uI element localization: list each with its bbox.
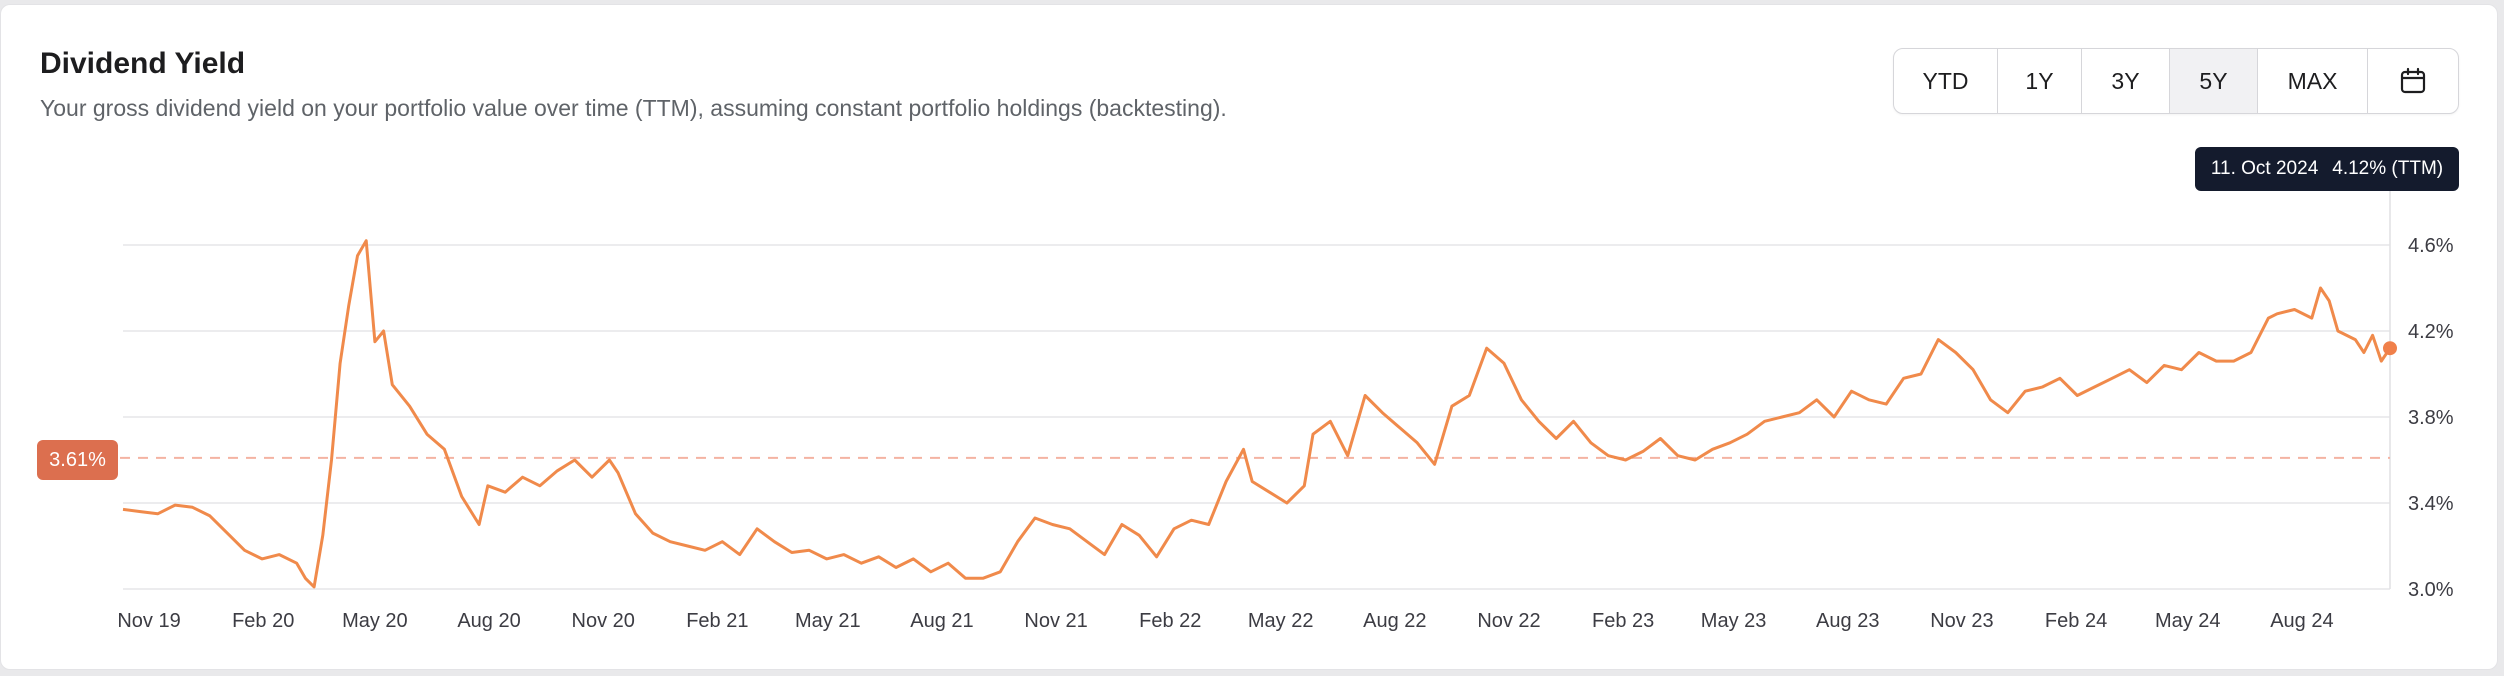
x-tick-label: May 21 (795, 610, 861, 632)
dividend-yield-card: Dividend Yield Your gross dividend yield… (0, 4, 2498, 670)
range-button-ytd[interactable]: YTD (1894, 49, 1998, 113)
hover-tooltip: 11. Oct 2024 4.12% (TTM) (2195, 147, 2459, 191)
calendar-icon (2400, 67, 2426, 94)
x-tick-label: Nov 20 (572, 610, 635, 632)
last-data-point[interactable] (2383, 341, 2397, 356)
x-tick-label: Feb 21 (686, 610, 748, 632)
x-axis-ticks: Nov 19 Feb 20 May 20 Aug 20 Nov 20 Feb 21 May … (117, 610, 2333, 632)
x-tick-label: Nov 22 (1477, 610, 1540, 632)
x-tick-label: Nov 21 (1024, 610, 1087, 632)
y-tick-label: 3.0% (2408, 579, 2454, 601)
x-tick-label: May 23 (1701, 610, 1767, 632)
x-tick-label: Aug 24 (2270, 610, 2333, 632)
calendar-button[interactable] (2368, 49, 2458, 113)
y-tick-label: 4.6% (2408, 235, 2454, 257)
y-axis-ticks: 3.0% 3.4% 3.8% 4.2% 4.6% (2408, 235, 2454, 601)
range-button-1y[interactable]: 1Y (1998, 49, 2082, 113)
range-button-max[interactable]: MAX (2258, 49, 2368, 113)
x-tick-label: May 22 (1248, 610, 1314, 632)
grid-lines (123, 244, 2390, 590)
y-tick-label: 4.2% (2408, 321, 2454, 343)
x-tick-label: Feb 22 (1139, 610, 1201, 632)
tooltip-value: 4.12% (TTM) (2332, 158, 2444, 179)
range-button-3y[interactable]: 3Y (2082, 49, 2170, 113)
x-tick-label: Aug 20 (457, 610, 520, 632)
page-title: Dividend Yield (40, 47, 246, 80)
x-tick-label: May 20 (342, 610, 408, 632)
y-tick-label: 3.8% (2408, 407, 2454, 429)
x-tick-label: May 24 (2155, 610, 2221, 632)
x-tick-label: Feb 23 (1592, 610, 1654, 632)
time-range-selector: YTD 1Y 3Y 5Y MAX (1893, 48, 2459, 114)
page-subtitle: Your gross dividend yield on your portfo… (40, 95, 1227, 121)
y-tick-label: 3.4% (2408, 493, 2454, 515)
x-tick-label: Aug 21 (910, 610, 973, 632)
x-tick-label: Nov 23 (1930, 610, 1993, 632)
x-tick-label: Feb 24 (2045, 610, 2107, 632)
x-tick-label: Aug 23 (1816, 610, 1879, 632)
x-tick-label: Feb 20 (232, 610, 294, 632)
x-tick-label: Aug 22 (1363, 610, 1426, 632)
range-button-5y[interactable]: 5Y (2170, 49, 2258, 113)
series-line-dividend-yield (122, 239, 2392, 589)
average-badge: 3.61% (37, 440, 118, 480)
tooltip-date: 11. Oct 2024 (2210, 158, 2319, 179)
x-tick-label: Nov 19 (117, 610, 180, 632)
